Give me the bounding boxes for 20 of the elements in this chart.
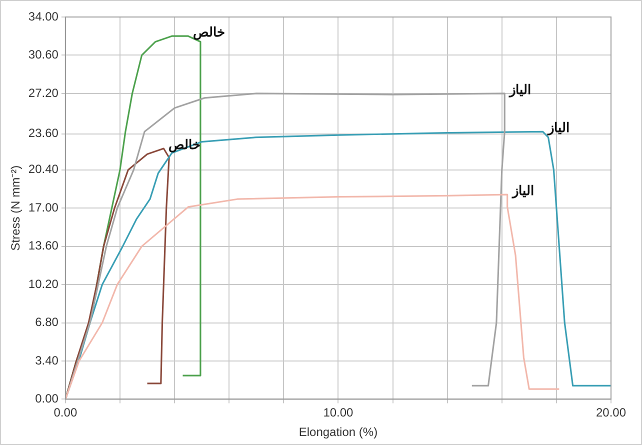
y-tick-label: 20.40 [28, 162, 59, 176]
y-tick-label: 3.40 [35, 353, 59, 368]
y-axis-title: Stress (N mm⁻²) [8, 165, 23, 251]
x-tick-label: 10.00 [323, 406, 354, 420]
series-label: خالص [193, 25, 226, 40]
series-label: الياز [508, 82, 532, 98]
x-tick-label: 20.00 [596, 406, 626, 420]
y-tick-label: 34.00 [28, 9, 59, 24]
y-tick-label: 13.60 [28, 238, 59, 253]
series-label: الياز [546, 121, 570, 136]
y-tick-label: 23.60 [28, 126, 59, 140]
y-tick-label: 27.20 [28, 86, 59, 100]
y-tick-label: 30.60 [28, 48, 59, 62]
x-tick-label: 0.00 [54, 406, 78, 420]
x-axis-title: Elongation (%) [298, 425, 378, 440]
y-tick-label: 17.00 [28, 200, 59, 214]
y-tick-label: 6.80 [35, 315, 59, 330]
y-tick-label: 10.20 [28, 276, 59, 291]
y-tick-label: 0.00 [35, 392, 59, 406]
series-label: الياز [511, 184, 534, 199]
